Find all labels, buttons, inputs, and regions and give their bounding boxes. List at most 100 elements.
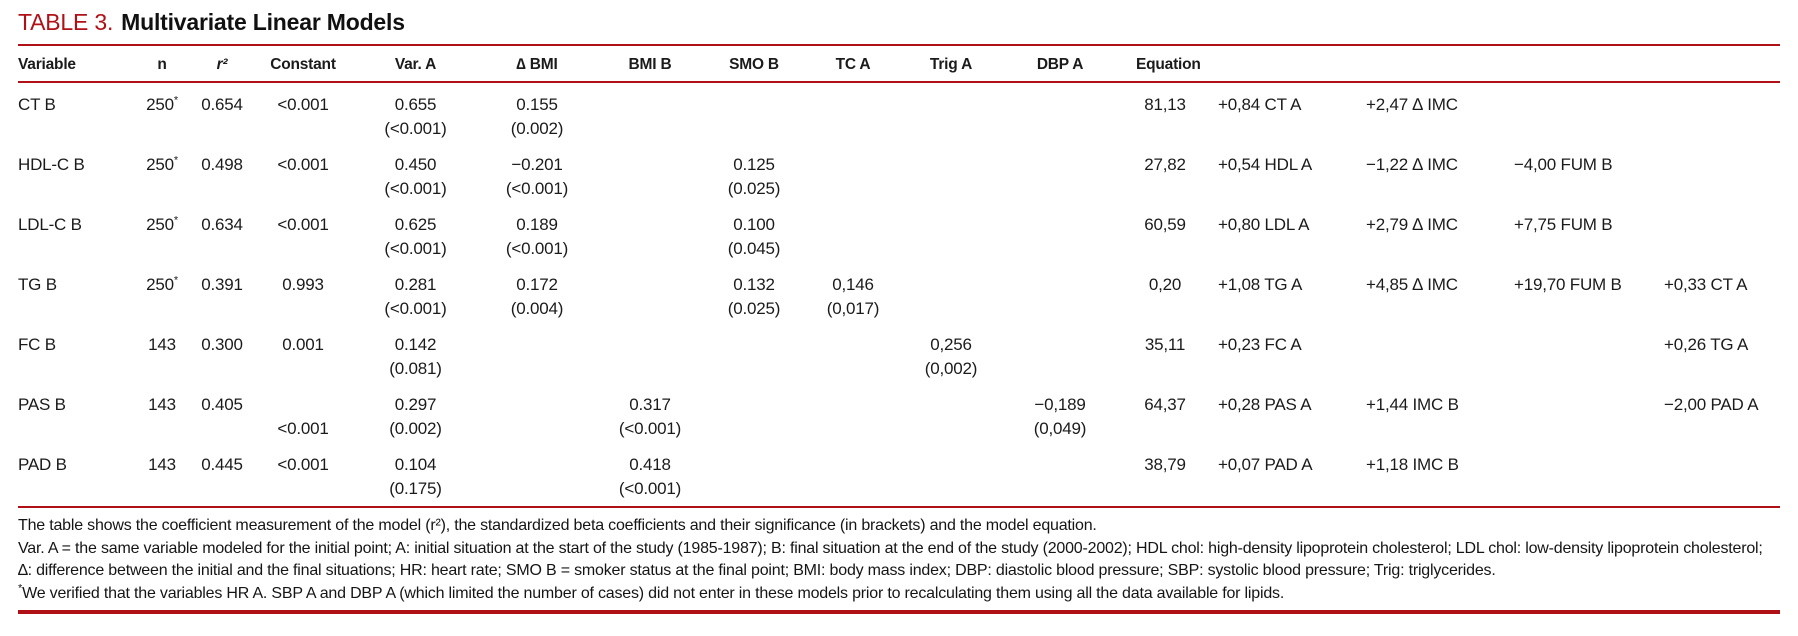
- col-header-bmi-b: BMI B: [596, 46, 704, 83]
- cell-constant: <0.001: [277, 419, 329, 438]
- cell-n: 250*: [146, 94, 178, 114]
- cell-r2: 0.300: [201, 335, 243, 354]
- cell-r2: 0.391: [201, 275, 243, 294]
- cell-n: 250*: [146, 274, 178, 294]
- cell-trig-a: [902, 266, 1000, 326]
- cell-variable: LDL-C B: [18, 215, 82, 234]
- cell-dbp-a: [1000, 82, 1120, 146]
- cell-equation-intercept: 60,59: [1144, 215, 1186, 234]
- cell-constant: <0.001: [277, 455, 329, 474]
- cell-d-bmi: 0.172 (0.004): [510, 275, 564, 318]
- cell-equation-term: [1506, 82, 1656, 146]
- cell-var-a: 0.625 (<0.001): [384, 215, 447, 258]
- cell-var-a: 0.450 (<0.001): [384, 155, 447, 198]
- cell-bmi-b: [596, 326, 704, 386]
- cell-trig-a: [902, 82, 1000, 146]
- cell-variable: PAD B: [18, 455, 67, 474]
- footnote-general: The table shows the coefficient measurem…: [18, 515, 1780, 538]
- cell-tc-a: [804, 82, 902, 146]
- cell-equation-term: +1,18 IMC B: [1366, 455, 1459, 474]
- cell-equation-term: [1656, 446, 1780, 507]
- cell-n: 250*: [146, 154, 178, 174]
- footnote-asterisk: *We verified that the variables HR A. SB…: [18, 583, 1780, 606]
- cell-d-bmi: −0.201 (<0.001): [505, 155, 569, 198]
- cell-equation-term: +0,28 PAS A: [1218, 395, 1312, 414]
- cell-equation-term: −4,00 FUM B: [1514, 155, 1613, 174]
- col-header-tc-a: TC A: [804, 46, 902, 83]
- cell-r2: 0.654: [201, 95, 243, 114]
- cell-dbp-a: −0,189 (0,049): [1033, 395, 1087, 438]
- table-row: CT B 250* 0.654 <0.001 0.655 (<0.001) 0.155 (0.…: [18, 82, 1780, 146]
- cell-constant: 0.001: [282, 335, 324, 354]
- col-header-trig-a: Trig A: [902, 46, 1000, 83]
- cell-d-bmi: [478, 326, 596, 386]
- cell-equation-term: +1,08 TG A: [1218, 275, 1303, 294]
- cell-equation-term: +19,70 FUM B: [1514, 275, 1622, 294]
- footnote-text: Var. A = the same variable modeled for t…: [18, 539, 1763, 580]
- cell-equation-term: [1656, 206, 1780, 266]
- cell-n: 143: [148, 455, 176, 474]
- cell-d-bmi: 0.155 (0.002): [510, 95, 564, 138]
- cell-equation-term: +7,75 FUM B: [1514, 215, 1613, 234]
- cell-equation-term: +0,07 PAD A: [1218, 455, 1313, 474]
- cell-var-a: 0.281 (<0.001): [384, 275, 447, 318]
- cell-bmi-b: [596, 82, 704, 146]
- cell-tc-a: [804, 326, 902, 386]
- cell-r2: 0.498: [201, 155, 243, 174]
- asterisk-marker: *: [173, 154, 178, 167]
- cell-bmi-b: [596, 206, 704, 266]
- footnote-marker: *: [18, 582, 23, 595]
- cell-trig-a: [902, 206, 1000, 266]
- col-header-variable: Variable: [18, 46, 133, 83]
- cell-equation-term: −1,22 ∆ IMC: [1366, 155, 1458, 174]
- cell-equation-term: +0,23 FC A: [1218, 335, 1302, 354]
- cell-trig-a: [902, 146, 1000, 206]
- cell-bmi-b: [596, 146, 704, 206]
- cell-d-bmi: 0.189 (<0.001): [505, 215, 569, 258]
- cell-bmi-b: 0.317 (<0.001): [618, 395, 682, 438]
- footnote-text: The table shows the coefficient measurem…: [18, 517, 1097, 534]
- cell-var-a: 0.655 (<0.001): [384, 95, 447, 138]
- cell-equation-term: +0,33 CT A: [1664, 275, 1748, 294]
- cell-n: 143: [148, 395, 176, 414]
- cell-equation-term: +0,84 CT A: [1218, 95, 1302, 114]
- col-header-delta-bmi: ∆ BMI: [478, 46, 596, 83]
- cell-smo-b: [704, 446, 804, 507]
- cell-equation-intercept: 0,20: [1148, 275, 1182, 294]
- cell-bmi-b: [596, 266, 704, 326]
- cell-tc-a: [804, 146, 902, 206]
- cell-r2: 0.445: [201, 455, 243, 474]
- cell-equation-term: +2,47 ∆ IMC: [1366, 95, 1458, 114]
- cell-equation-term: +2,79 ∆ IMC: [1366, 215, 1458, 234]
- col-header-var-a: Var. A: [353, 46, 478, 83]
- cell-variable: HDL-C B: [18, 155, 85, 174]
- cell-r2: 0.634: [201, 215, 243, 234]
- table-row: TG B 250* 0.391 0.993 0.281 (<0.001) 0.172 (0.0…: [18, 266, 1780, 326]
- cell-equation-term: [1358, 326, 1506, 386]
- cell-equation-intercept: 38,79: [1144, 455, 1186, 474]
- cell-tc-a: [804, 386, 902, 446]
- cell-equation-term: [1506, 326, 1656, 386]
- footnote-text: We verified that the variables HR A. SBP…: [22, 584, 1285, 602]
- cell-equation-term: +0,26 TG A: [1664, 335, 1749, 354]
- cell-var-a: 0.104 (0.175): [389, 455, 442, 498]
- table-body: CT B 250* 0.654 <0.001 0.655 (<0.001) 0.155 (0.…: [18, 82, 1780, 507]
- cell-var-a: 0.142 (0.081): [389, 335, 442, 378]
- cell-equation-term: [1506, 446, 1656, 507]
- asterisk-marker: *: [173, 214, 178, 227]
- cell-equation-term: −2,00 PAD A: [1664, 395, 1759, 414]
- cell-bmi-b: 0.418 (<0.001): [618, 455, 682, 498]
- col-header-equation: Equation: [1120, 46, 1780, 83]
- col-header-n: n: [133, 46, 191, 83]
- cell-equation-term: +4,85 ∆ IMC: [1366, 275, 1458, 294]
- cell-dbp-a: [1000, 146, 1120, 206]
- cell-dbp-a: [1000, 326, 1120, 386]
- cell-variable: CT B: [18, 95, 56, 114]
- cell-variable: FC B: [18, 335, 56, 354]
- cell-smo-b: 0.125 (0.025): [727, 155, 781, 198]
- cell-trig-a: 0,256 (0,002): [924, 335, 978, 378]
- col-header-constant: Constant: [253, 46, 353, 83]
- asterisk-marker: *: [173, 274, 178, 287]
- multivariate-models-table: Variable n r² Constant Var. A ∆ BMI BMI …: [18, 46, 1780, 508]
